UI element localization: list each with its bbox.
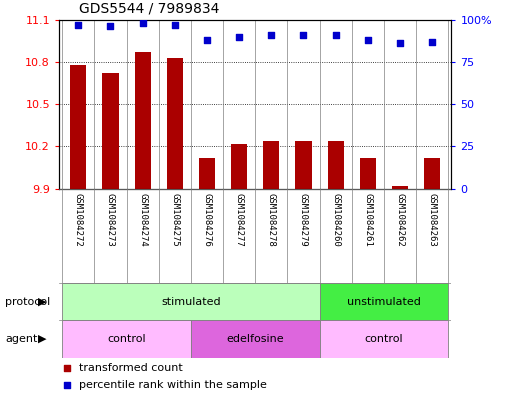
Text: GSM1084275: GSM1084275 [170, 193, 180, 247]
Point [63, 364, 71, 371]
Point [171, 22, 179, 28]
Bar [134, 52, 151, 189]
Bar [320, 283, 448, 320]
Point [267, 32, 275, 38]
Point [63, 382, 71, 388]
Text: GSM1084262: GSM1084262 [396, 193, 404, 247]
Bar [199, 158, 215, 189]
Point [428, 39, 436, 45]
Bar [103, 73, 119, 189]
Bar [70, 65, 86, 189]
Text: GSM1084272: GSM1084272 [74, 193, 83, 247]
Text: GSM1084260: GSM1084260 [331, 193, 340, 247]
Text: GSM1084276: GSM1084276 [203, 193, 211, 247]
Bar [263, 141, 280, 189]
Text: unstimulated: unstimulated [347, 297, 421, 307]
Point [203, 37, 211, 43]
Bar [392, 186, 408, 189]
Text: protocol: protocol [5, 297, 50, 307]
Bar [62, 283, 320, 320]
Text: control: control [365, 334, 403, 344]
Bar [295, 141, 311, 189]
Bar [320, 320, 448, 358]
Point [139, 20, 147, 26]
Text: GSM1084277: GSM1084277 [234, 193, 244, 247]
Text: GSM1084273: GSM1084273 [106, 193, 115, 247]
Point [396, 40, 404, 46]
Point [74, 22, 83, 28]
Point [235, 33, 243, 40]
Text: GSM1084261: GSM1084261 [363, 193, 372, 247]
Bar [167, 58, 183, 189]
Point [331, 32, 340, 38]
Point [300, 32, 308, 38]
Text: GSM1084274: GSM1084274 [138, 193, 147, 247]
Bar [62, 320, 191, 358]
Bar [328, 141, 344, 189]
Text: transformed count: transformed count [78, 362, 182, 373]
Text: percentile rank within the sample: percentile rank within the sample [78, 380, 266, 390]
Text: GSM1084279: GSM1084279 [299, 193, 308, 247]
Text: ▶: ▶ [38, 297, 47, 307]
Text: GSM1084278: GSM1084278 [267, 193, 276, 247]
Bar [191, 320, 320, 358]
Bar [424, 158, 440, 189]
Text: ▶: ▶ [38, 334, 47, 344]
Point [106, 23, 114, 29]
Text: edelfosine: edelfosine [226, 334, 284, 344]
Bar [231, 143, 247, 189]
Text: control: control [107, 334, 146, 344]
Text: GDS5544 / 7989834: GDS5544 / 7989834 [78, 2, 219, 16]
Text: agent: agent [5, 334, 37, 344]
Point [364, 37, 372, 43]
Bar [360, 158, 376, 189]
Text: stimulated: stimulated [161, 297, 221, 307]
Text: GSM1084263: GSM1084263 [428, 193, 437, 247]
